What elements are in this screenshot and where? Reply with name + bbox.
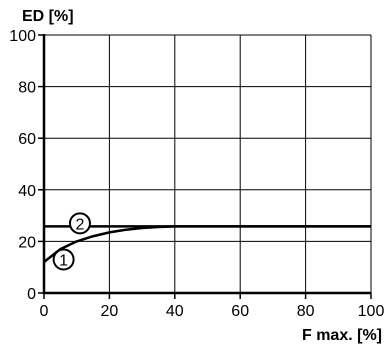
series-callouts: 12 (52, 212, 91, 271)
y-axis-title: ED [%] (22, 8, 74, 25)
x-tick-label-60: 60 (231, 303, 249, 320)
tick-labels: 0 20 40 60 80 100 0 20 40 60 80 100 (9, 28, 384, 320)
callout-label-2: 2 (76, 216, 85, 233)
y-tick-label-20: 20 (18, 234, 36, 251)
x-tick-label-40: 40 (166, 303, 184, 320)
y-tick-label-0: 0 (27, 286, 36, 303)
x-tick-label-80: 80 (297, 303, 315, 320)
x-tick-label-0: 0 (40, 303, 49, 320)
grid (44, 34, 372, 293)
y-tick-label-100: 100 (9, 28, 36, 45)
callout-label-1: 1 (59, 252, 68, 269)
x-tick-label-20: 20 (101, 303, 119, 320)
series-line-1 (43, 225, 371, 264)
callout-2: 2 (68, 212, 91, 235)
callout-1: 1 (52, 248, 75, 271)
y-tick-label-80: 80 (18, 80, 36, 97)
x-axis-title: F max. [%] (302, 327, 382, 344)
callout-circle-2 (68, 212, 91, 235)
y-tick-label-40: 40 (18, 183, 36, 200)
x-tick-label-100: 100 (358, 303, 385, 320)
y-tick-label-60: 60 (18, 131, 36, 148)
series-lines (43, 225, 371, 264)
axes (42, 34, 371, 295)
callout-circle-1 (52, 248, 75, 271)
